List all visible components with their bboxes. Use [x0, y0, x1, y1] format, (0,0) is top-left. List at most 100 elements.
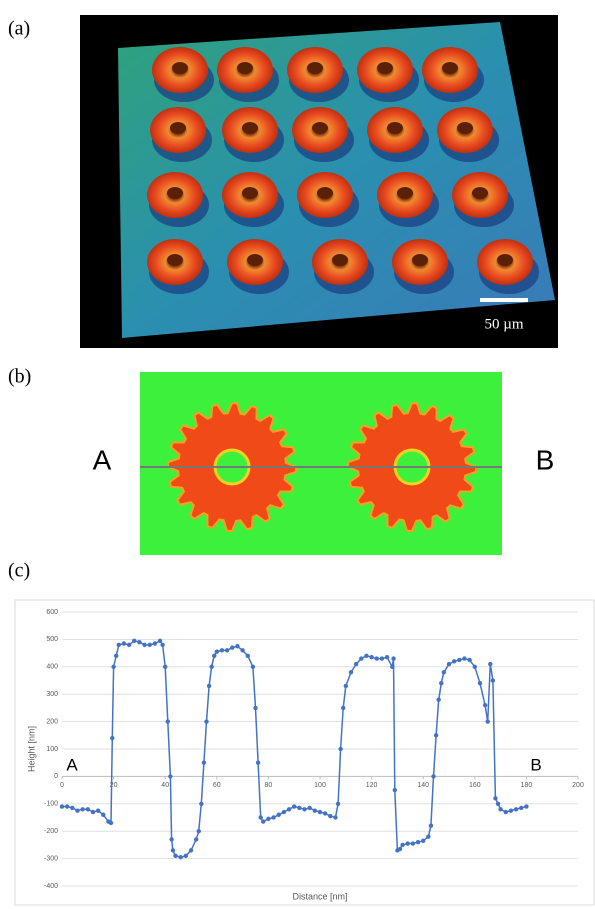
y-tick-label: 600	[46, 609, 58, 616]
data-point	[70, 805, 75, 811]
data-point	[490, 678, 496, 683]
data-point	[178, 855, 183, 860]
x-tick-label: 200	[572, 782, 584, 789]
data-point	[524, 804, 529, 809]
data-point	[431, 774, 436, 779]
pillar-hole	[242, 187, 258, 199]
data-point	[421, 838, 426, 843]
data-point	[212, 653, 217, 659]
pillar-hole	[387, 122, 403, 134]
data-point	[261, 819, 266, 824]
pillar-hole	[167, 254, 183, 266]
data-point	[132, 638, 137, 643]
pillar-hole	[247, 254, 263, 266]
profile-end: A	[93, 444, 112, 475]
data-point	[322, 811, 328, 816]
x-tick-label: 20	[110, 782, 118, 789]
data-point	[384, 655, 390, 660]
data-point	[488, 661, 493, 667]
y-tick-label: 500	[46, 636, 58, 643]
data-point	[333, 815, 338, 820]
data-point	[493, 796, 498, 801]
data-point	[495, 801, 501, 806]
data-point	[266, 816, 271, 822]
data-point	[281, 809, 287, 815]
data-point	[312, 808, 318, 813]
y-tick-label: -100	[44, 801, 58, 808]
data-point	[163, 664, 168, 669]
data-point	[441, 670, 447, 675]
data-point	[110, 735, 115, 741]
data-point	[64, 804, 70, 809]
data-point	[157, 638, 163, 643]
data-point	[126, 642, 132, 648]
data-point	[374, 656, 379, 661]
data-point	[508, 808, 514, 813]
chart: -400 -300 -200 -100 0 100 200 300 400 500 600 0 20 40…	[26, 609, 584, 902]
panel-label: (a)	[8, 18, 30, 40]
pillar-hole	[397, 187, 413, 199]
data-point	[359, 656, 364, 661]
data-point	[451, 659, 457, 664]
y-tick-label: 200	[46, 718, 58, 725]
data-point	[173, 853, 178, 859]
data-point	[160, 642, 165, 648]
data-point	[193, 837, 199, 842]
data-point	[85, 807, 91, 812]
x-tick-label: 120	[366, 782, 378, 789]
pillar-hole	[472, 187, 488, 199]
data-point	[116, 642, 121, 648]
data-point	[433, 733, 439, 738]
data-point	[364, 653, 369, 659]
y-tick-label: 100	[46, 746, 58, 753]
data-point	[410, 841, 416, 846]
data-point	[391, 656, 396, 661]
data-point	[113, 653, 119, 659]
data-point	[90, 809, 96, 815]
data-point	[219, 648, 225, 653]
data-point	[255, 760, 261, 765]
data-point	[477, 681, 483, 686]
x-tick-label: 180	[521, 782, 533, 789]
data-point	[111, 664, 116, 669]
data-point	[482, 702, 488, 708]
data-point	[214, 649, 219, 654]
data-point	[353, 661, 359, 667]
data-point	[253, 705, 258, 711]
pillar-hole	[457, 122, 473, 134]
pillar-hole	[412, 254, 428, 266]
x-axis-label: Distance [nm]	[292, 891, 347, 901]
x-tick-label: 60	[213, 782, 221, 789]
data-point	[390, 664, 395, 669]
data-point	[307, 805, 312, 811]
data-point	[165, 719, 170, 724]
y-tick-label: -400	[44, 883, 58, 890]
data-point	[80, 807, 85, 812]
data-point	[341, 705, 346, 711]
data-point	[204, 719, 209, 724]
panel-label: (b)	[8, 366, 31, 388]
data-point	[338, 746, 343, 752]
data-point	[292, 804, 297, 809]
data-point	[348, 670, 354, 675]
data-point	[230, 645, 235, 650]
data-point	[75, 808, 80, 813]
pillar-hole	[377, 62, 393, 74]
data-point	[513, 807, 519, 812]
x-tick-label: 160	[469, 782, 481, 789]
data-point	[59, 804, 65, 809]
data-point	[439, 681, 444, 686]
pillar-hole	[167, 187, 183, 199]
y-tick-label: 0	[54, 773, 58, 780]
x-tick-label: 140	[417, 782, 429, 789]
data-point	[224, 648, 230, 653]
data-point	[188, 848, 194, 853]
data-point	[415, 839, 421, 845]
data-point	[196, 829, 201, 834]
data-point	[428, 823, 434, 828]
data-point	[271, 815, 276, 820]
data-point	[446, 661, 452, 667]
data-point	[250, 664, 256, 669]
